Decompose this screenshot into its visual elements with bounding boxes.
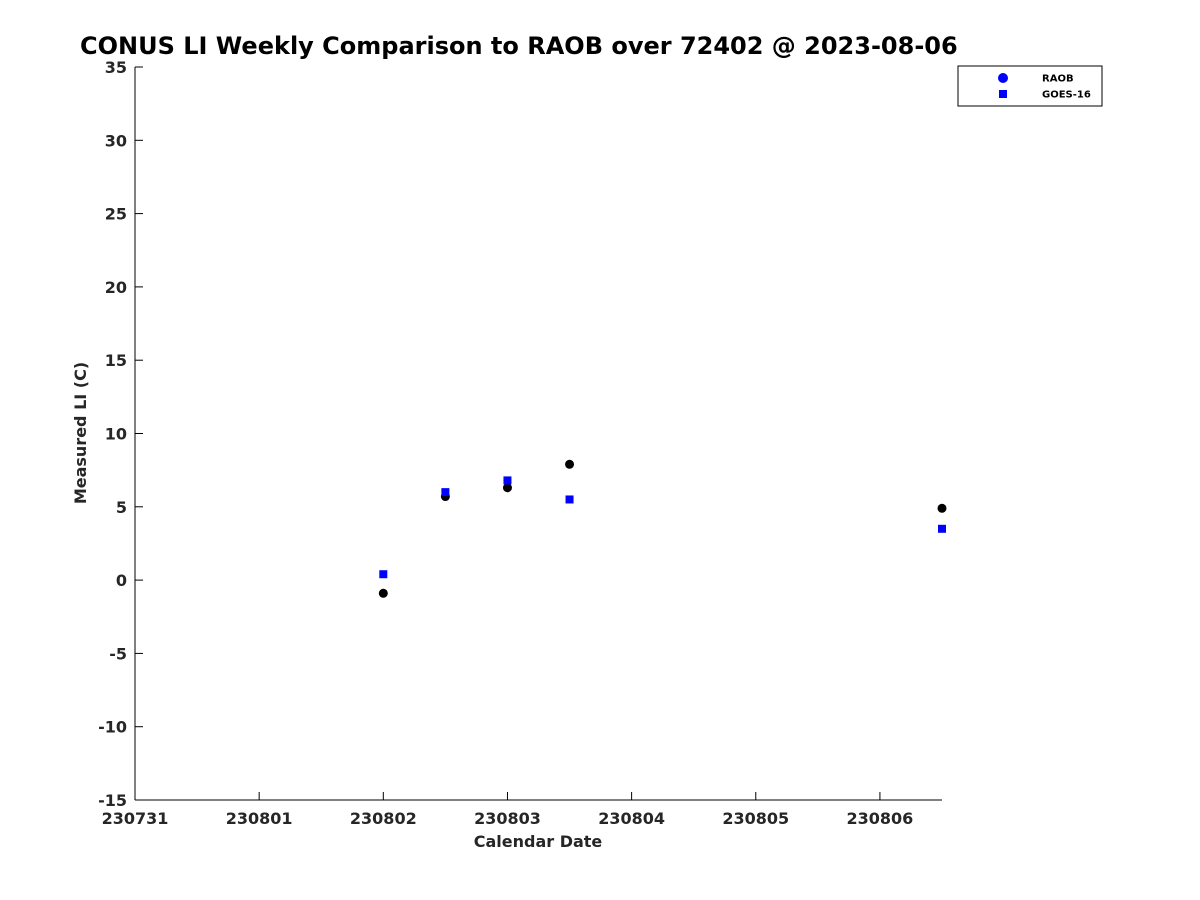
data-points	[378, 459, 947, 598]
y-tick-label: -10	[98, 718, 127, 737]
x-axis-label: Calendar Date	[474, 832, 603, 851]
y-tick-label: -15	[98, 791, 127, 810]
raob-point	[502, 483, 512, 493]
x-tick-label: 230803	[474, 809, 541, 828]
y-tick-label: 10	[105, 425, 127, 444]
goes-16-point	[503, 476, 512, 485]
raob-point	[937, 503, 947, 513]
x-tick-label: 230806	[847, 809, 914, 828]
y-axis-label: Measured LI (C)	[71, 362, 90, 504]
x-tick-label: 230731	[102, 809, 169, 828]
x-tick-label: 230804	[598, 809, 665, 828]
legend-box	[957, 65, 1103, 107]
y-tick-label: -5	[109, 644, 127, 663]
y-tick-label: 20	[105, 278, 127, 297]
legend-label-goes-16: GOES-16	[1042, 90, 1091, 101]
goes-16-point	[441, 488, 450, 497]
legend-label-raob: RAOB	[1042, 74, 1074, 85]
legend: RAOB GOES-16	[957, 65, 1103, 107]
goes-16-point	[379, 570, 388, 579]
legend-marker-goes-16	[999, 90, 1007, 98]
x-tick-label: 230805	[722, 809, 789, 828]
y-tick-label: 0	[116, 571, 127, 590]
raob-point	[378, 588, 388, 598]
y-tick-label: 25	[105, 205, 127, 224]
y-tick-label: 30	[105, 131, 127, 150]
x-ticks: 230731 230801 230802 230803 230804 230805 2308…	[102, 792, 914, 828]
raob-point	[565, 459, 575, 469]
y-ticks: 35 30 25 20 15 10 5 0 -5 -10 -15	[98, 58, 143, 810]
axes	[134, 67, 942, 801]
chart-title: CONUS LI Weekly Comparison to RAOB over …	[80, 32, 958, 60]
y-tick-label: 5	[116, 498, 127, 517]
goes-16-point	[565, 495, 574, 504]
x-tick-label: 230801	[226, 809, 293, 828]
legend-marker-raob	[998, 73, 1008, 83]
y-tick-label: 35	[105, 58, 127, 77]
goes-16-point	[938, 524, 946, 533]
x-tick-label: 230802	[350, 809, 417, 828]
y-tick-label: 15	[105, 351, 127, 370]
